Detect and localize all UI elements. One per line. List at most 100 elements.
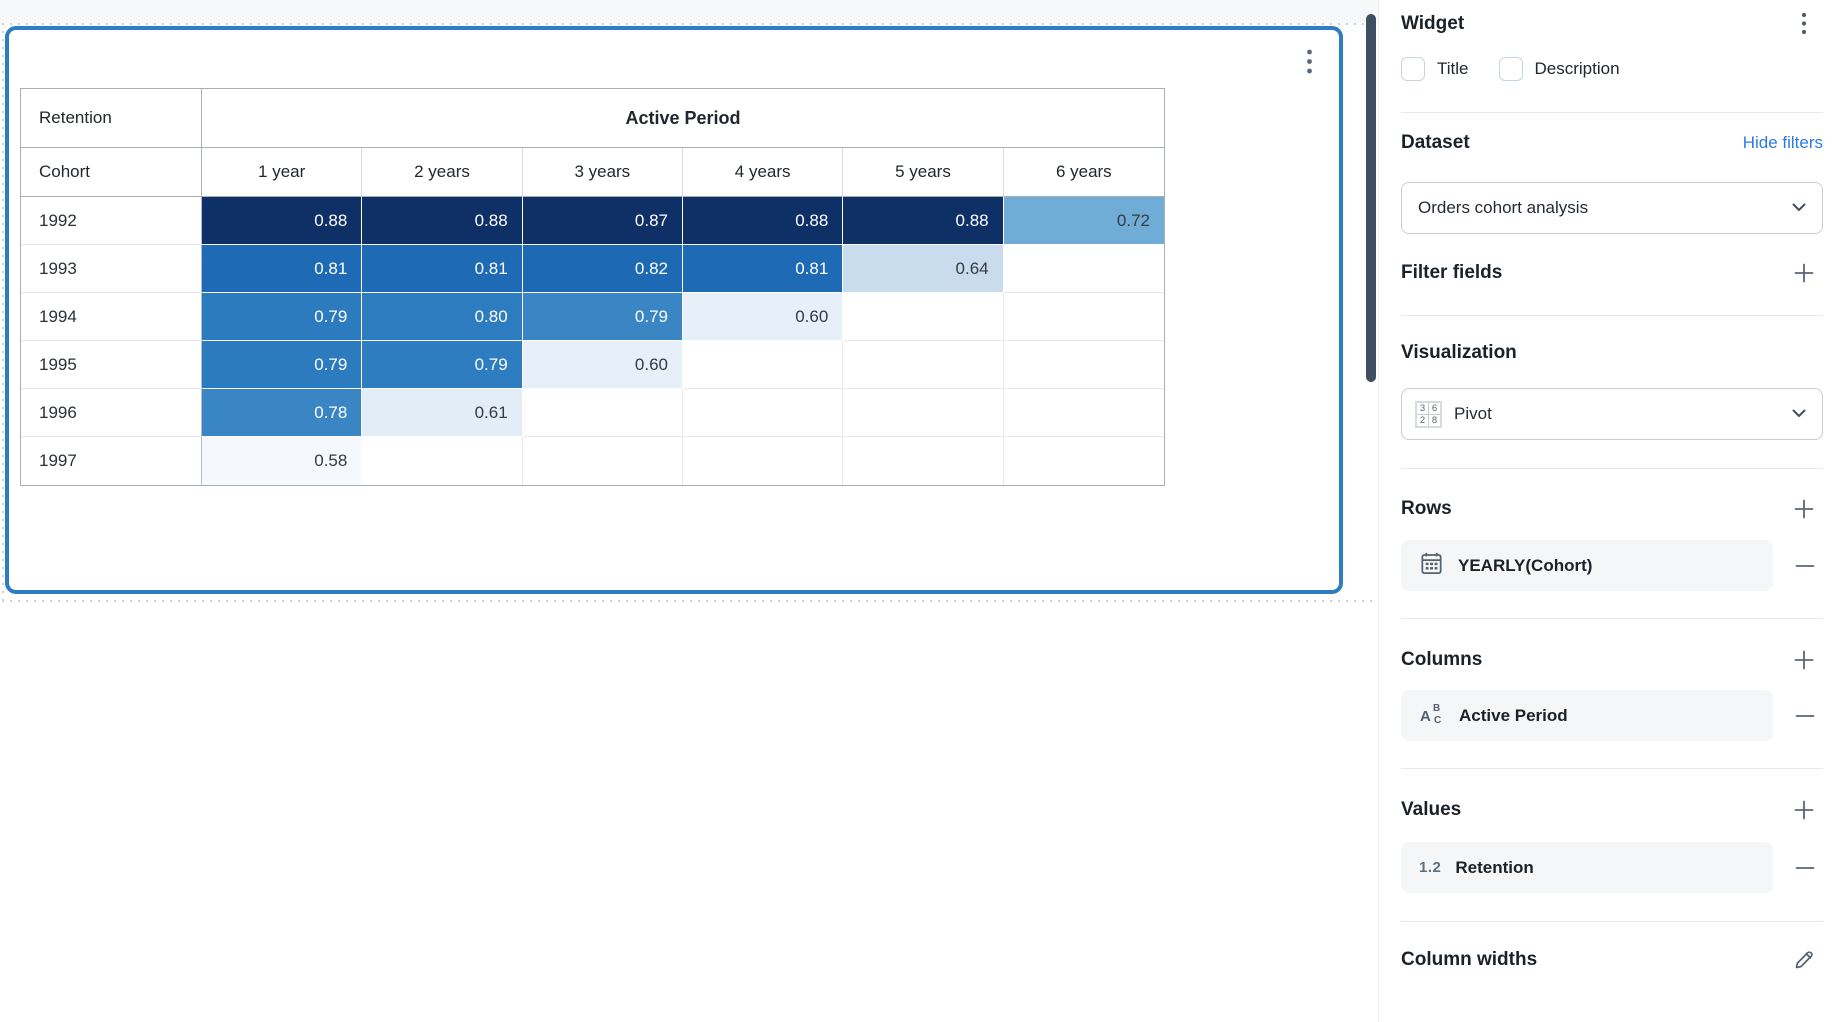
- description-checkbox-label: Description: [1534, 59, 1620, 78]
- remove-column-button[interactable]: [1793, 704, 1817, 728]
- pivot-cell-empty: [522, 437, 683, 485]
- pivot-cell-empty: [843, 341, 1004, 389]
- pivot-cell-empty: [682, 341, 844, 389]
- remove-value-button[interactable]: [1793, 856, 1817, 880]
- abc-icon: A B C: [1420, 702, 1442, 726]
- column-widths-heading: Column widths: [1401, 949, 1538, 970]
- pivot-row-label: 1995: [21, 341, 202, 389]
- description-checkbox-box[interactable]: [1498, 57, 1523, 81]
- table-row: 1997 0.58: [21, 437, 1164, 485]
- divider: [1401, 315, 1823, 316]
- widget-card[interactable]: Retention Active Period Cohort 1 year 2 year…: [5, 26, 1343, 594]
- panel-kebab-icon[interactable]: [1791, 11, 1817, 37]
- pivot-cell-empty: [843, 389, 1004, 437]
- calendar-icon: [1419, 551, 1444, 581]
- pivot-cell-empty: [1003, 341, 1164, 389]
- chevron-down-icon: [1792, 199, 1806, 217]
- divider: [1401, 921, 1823, 922]
- pivot-column-header: 2 years: [362, 148, 523, 197]
- table-row: 1993 0.81 0.81 0.82 0.81 0.64: [21, 245, 1164, 293]
- pivot-cell: 0.88: [362, 197, 523, 245]
- description-checkbox[interactable]: Description: [1498, 57, 1620, 81]
- panel-scrollbar-handle[interactable]: [1366, 14, 1376, 382]
- pivot-row-label: 1993: [21, 245, 202, 293]
- pivot-cell: 0.81: [682, 245, 844, 293]
- pivot-cell: 0.79: [202, 341, 363, 389]
- edit-column-widths-button[interactable]: [1791, 947, 1817, 973]
- row-field-item[interactable]: YEARLY(Cohort): [1401, 540, 1773, 591]
- column-field-item[interactable]: A B C Active Period: [1401, 690, 1773, 741]
- settings-sidebar: Widget Title Description Dataset Hide fi…: [1378, 0, 1836, 1022]
- filter-fields-heading: Filter fields: [1401, 262, 1503, 283]
- table-row: 1994 0.79 0.80 0.79 0.60: [21, 293, 1164, 341]
- hide-filters-link[interactable]: Hide filters: [1742, 133, 1823, 152]
- pivot-cell: 0.72: [1003, 197, 1164, 245]
- pivot-table: Retention Active Period Cohort 1 year 2 year…: [21, 89, 1164, 485]
- pivot-cell: 0.81: [362, 245, 523, 293]
- pivot-cell: 0.61: [362, 389, 523, 437]
- pivot-column-header: 4 years: [682, 148, 844, 197]
- pivot-cell: 0.80: [362, 293, 523, 341]
- row-field-label: YEARLY(Cohort): [1458, 555, 1593, 575]
- dataset-select[interactable]: Orders cohort analysis: [1401, 182, 1823, 234]
- title-checkbox-box[interactable]: [1401, 57, 1425, 81]
- table-row: 1996 0.78 0.61: [21, 389, 1164, 437]
- title-checkbox-label: Title: [1437, 59, 1469, 78]
- pivot-cell: 0.87: [522, 197, 683, 245]
- rows-heading: Rows: [1401, 498, 1452, 519]
- canvas-top-strip: [0, 0, 1378, 23]
- visualization-heading: Visualization: [1401, 342, 1517, 363]
- visualization-select-value: Pivot: [1454, 404, 1492, 423]
- columns-heading: Columns: [1401, 649, 1483, 670]
- widget-kebab-icon[interactable]: [1297, 48, 1321, 74]
- grid-dotted-line-bottom: [2, 600, 1376, 602]
- pivot-cell-empty: [682, 437, 844, 485]
- pivot-cell-empty: [522, 389, 683, 437]
- pivot-cell: 0.88: [202, 197, 363, 245]
- pivot-column-header: 6 years: [1003, 148, 1164, 197]
- pivot-cell: 0.60: [522, 341, 683, 389]
- grid-dotted-line-top: [2, 23, 1376, 25]
- pivot-cell: 0.88: [682, 197, 844, 245]
- pivot-cell-empty: [843, 293, 1004, 341]
- values-heading: Values: [1401, 799, 1462, 820]
- pivot-cell: 0.58: [202, 437, 363, 485]
- title-checkbox[interactable]: Title: [1401, 57, 1469, 81]
- add-value-button[interactable]: [1791, 797, 1817, 823]
- add-column-button[interactable]: [1791, 647, 1817, 673]
- divider: [1401, 768, 1823, 769]
- value-field-item[interactable]: 1.2 Retention: [1401, 842, 1773, 893]
- pivot-column-header: 3 years: [522, 148, 683, 197]
- value-field-label: Retention: [1455, 857, 1534, 877]
- remove-row-button[interactable]: [1793, 554, 1817, 578]
- dataset-heading: Dataset: [1401, 132, 1470, 153]
- pivot-row-label: 1996: [21, 389, 202, 437]
- pivot-cell: 0.79: [522, 293, 683, 341]
- pivot-row-label: 1994: [21, 293, 202, 341]
- pivot-row-header: Cohort: [21, 148, 202, 197]
- pivot-cell: 0.88: [843, 197, 1004, 245]
- numeric-format-icon: 1.2: [1419, 859, 1442, 876]
- pivot-cell-empty: [362, 437, 523, 485]
- pivot-cell-empty: [843, 437, 1004, 485]
- column-field-label: Active Period: [1459, 705, 1568, 725]
- pivot-cell: 0.81: [202, 245, 363, 293]
- pivot-cell-empty: [1003, 293, 1164, 341]
- pivot-corner-label: Retention: [21, 89, 202, 148]
- divider: [1401, 112, 1823, 113]
- pivot-cell-empty: [682, 389, 844, 437]
- pivot-cell: 0.64: [843, 245, 1004, 293]
- grid-dotted-line-left: [2, 23, 4, 602]
- pivot-cell: 0.60: [682, 293, 844, 341]
- pivot-column-group-header: Active Period: [202, 89, 1164, 148]
- add-filter-field-button[interactable]: [1791, 260, 1817, 286]
- panel-title: Widget: [1401, 13, 1465, 34]
- pivot-cell: 0.79: [362, 341, 523, 389]
- divider: [1401, 468, 1823, 469]
- pivot-column-header: 1 year: [202, 148, 363, 197]
- add-row-button[interactable]: [1791, 496, 1817, 522]
- pivot-cell: 0.82: [522, 245, 683, 293]
- pivot-row-label: 1997: [21, 437, 202, 485]
- pivot-cell-empty: [1003, 437, 1164, 485]
